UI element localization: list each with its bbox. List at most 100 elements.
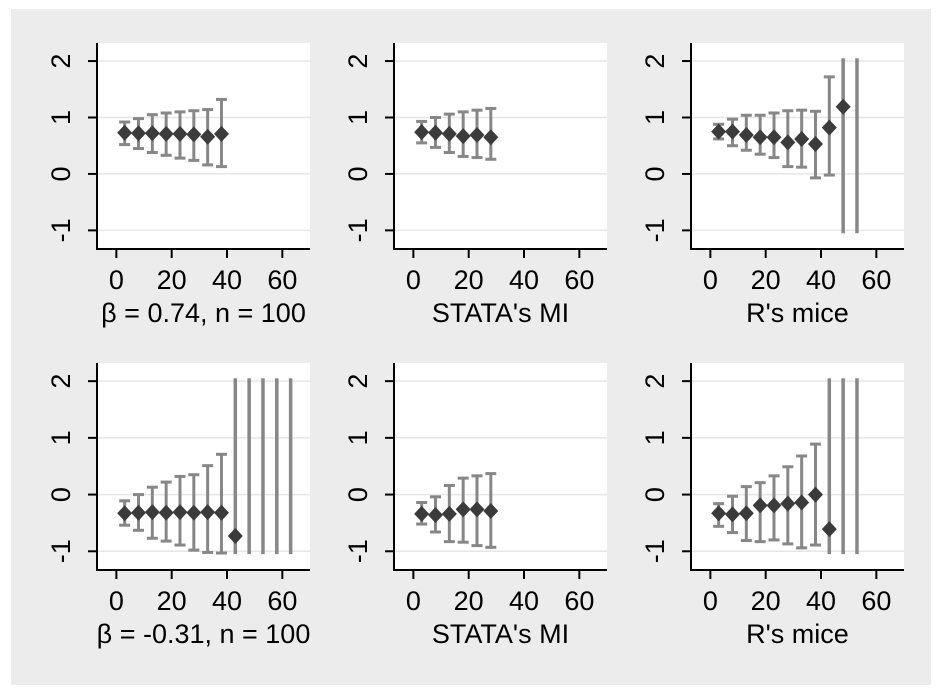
x-tick-label: 20 [454, 265, 484, 295]
x-tick-label: 60 [267, 265, 297, 295]
x-tick-label: 40 [509, 586, 539, 616]
point-estimate-marker [441, 125, 457, 142]
panel-title: STATA's MI [432, 619, 569, 649]
point-estimate-marker [117, 124, 133, 141]
x-tick-label: 60 [564, 265, 594, 295]
y-tick-label: 1 [640, 430, 670, 445]
x-tick-label: 20 [751, 265, 781, 295]
point-estimate-marker [738, 126, 754, 143]
point-estimate-marker [738, 505, 754, 522]
point-estimate-marker [130, 504, 146, 521]
point-estimate-marker [414, 505, 430, 522]
x-tick-label: 60 [861, 586, 891, 616]
point-estimate-marker [711, 505, 727, 522]
y-tick-label: 0 [343, 487, 373, 502]
y-tick-label: 1 [343, 430, 373, 445]
point-estimate-marker [469, 126, 485, 143]
plot-area [691, 43, 904, 249]
point-estimate-marker [427, 124, 443, 141]
x-tick-label: 0 [406, 265, 421, 295]
plot-area [394, 363, 607, 570]
point-estimate-marker [213, 504, 229, 521]
x-tick-label: 20 [157, 586, 187, 616]
plot-area [394, 43, 607, 249]
point-estimate-marker [469, 501, 485, 518]
plot-area [691, 363, 904, 570]
point-estimate-marker [724, 123, 740, 140]
y-tick-label: 2 [46, 54, 76, 69]
y-tick-label: 2 [640, 374, 670, 389]
x-tick-label: 0 [109, 265, 124, 295]
point-estimate-marker [766, 129, 782, 146]
point-estimate-marker [807, 136, 823, 153]
x-tick-label: 20 [454, 586, 484, 616]
point-estimate-marker [213, 125, 229, 142]
point-estimate-marker [144, 125, 160, 142]
y-tick-label: -1 [343, 539, 373, 563]
y-tick-label: -1 [46, 539, 76, 563]
x-tick-label: 0 [109, 586, 124, 616]
point-estimate-marker [821, 521, 837, 538]
point-estimate-marker [780, 134, 796, 151]
y-tick-label: 0 [46, 487, 76, 502]
point-estimate-marker [794, 494, 810, 511]
point-estimate-marker [794, 130, 810, 147]
point-estimate-marker [414, 124, 430, 141]
y-tick-label: 0 [640, 166, 670, 181]
x-tick-label: 60 [267, 586, 297, 616]
y-tick-label: 2 [343, 54, 373, 69]
point-estimate-marker [427, 506, 443, 523]
y-tick-label: 0 [46, 166, 76, 181]
point-estimate-marker [186, 126, 202, 143]
y-tick-label: 1 [46, 110, 76, 125]
y-tick-label: 2 [343, 374, 373, 389]
point-estimate-marker [821, 119, 837, 136]
point-estimate-marker [172, 125, 188, 142]
point-estimate-marker [752, 497, 768, 514]
x-tick-label: 60 [861, 265, 891, 295]
point-estimate-marker [455, 501, 471, 518]
point-estimate-marker [200, 504, 216, 521]
x-tick-label: 40 [212, 586, 242, 616]
x-tick-label: 0 [406, 586, 421, 616]
point-estimate-marker [158, 504, 174, 521]
panel-title: β = 0.74, n = 100 [101, 298, 306, 328]
point-estimate-marker [455, 128, 471, 145]
y-tick-label: -1 [640, 218, 670, 242]
point-estimate-marker [835, 98, 851, 115]
panel-title: R's mice [746, 298, 849, 328]
point-estimate-marker [724, 506, 740, 523]
point-estimate-marker [483, 129, 499, 146]
point-estimate-marker [117, 505, 133, 522]
x-tick-label: 60 [564, 586, 594, 616]
x-tick-label: 20 [751, 586, 781, 616]
point-estimate-marker [200, 128, 216, 145]
point-estimate-marker [130, 125, 146, 142]
panel-title: R's mice [746, 619, 849, 649]
point-estimate-marker [144, 504, 160, 521]
y-tick-label: 1 [46, 430, 76, 445]
x-tick-label: 40 [509, 265, 539, 295]
point-estimate-marker [766, 497, 782, 514]
point-estimate-marker [158, 125, 174, 142]
point-estimate-marker [186, 504, 202, 521]
x-tick-label: 20 [157, 265, 187, 295]
point-estimate-marker [752, 129, 768, 146]
y-tick-label: 1 [343, 110, 373, 125]
x-tick-label: 40 [806, 265, 836, 295]
x-tick-label: 0 [703, 586, 718, 616]
y-tick-label: -1 [46, 218, 76, 242]
point-estimate-marker [441, 505, 457, 522]
panel-title: STATA's MI [432, 298, 569, 328]
y-tick-label: -1 [343, 218, 373, 242]
point-estimate-marker [807, 486, 823, 503]
y-tick-label: 1 [640, 110, 670, 125]
y-tick-label: 2 [640, 54, 670, 69]
point-estimate-marker [711, 123, 727, 140]
y-tick-label: -1 [640, 539, 670, 563]
x-tick-label: 0 [703, 265, 718, 295]
x-tick-label: 40 [806, 586, 836, 616]
point-estimate-marker [172, 504, 188, 521]
y-tick-label: 0 [343, 166, 373, 181]
